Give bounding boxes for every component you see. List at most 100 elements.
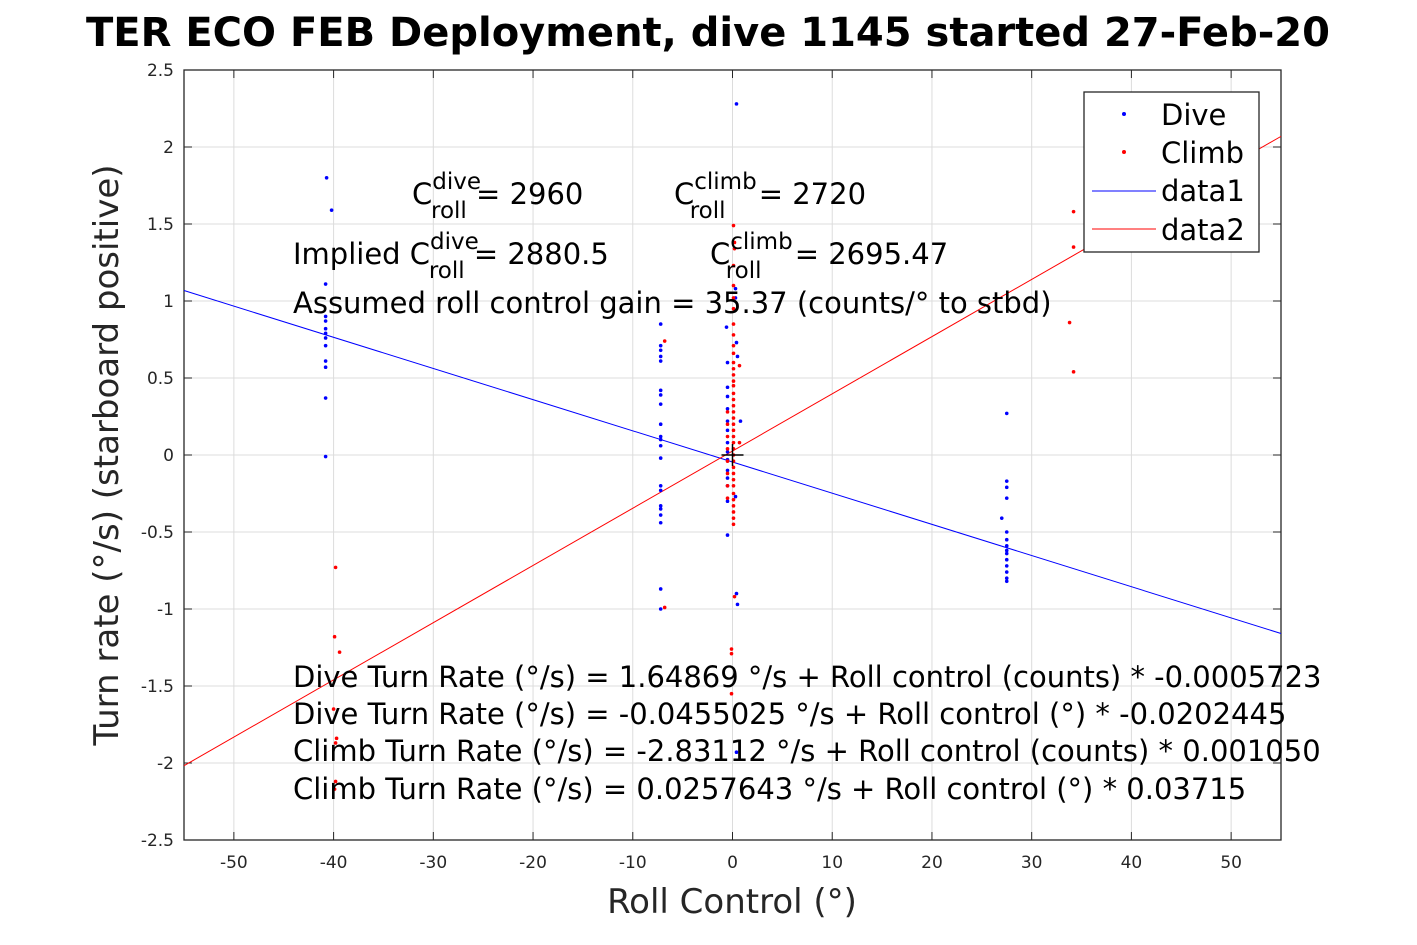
- legend-label-dive: Dive: [1161, 98, 1226, 132]
- dive-point: [1004, 537, 1009, 542]
- dive-point: [738, 419, 743, 423]
- dive-point: [658, 343, 663, 348]
- gain-annotation: Assumed roll control gain = 35.37 (count…: [293, 286, 1052, 320]
- dive-point: [323, 396, 328, 400]
- x-tick-label: -40: [320, 853, 348, 873]
- y-tick-label: 0: [163, 446, 174, 466]
- climb-point: [731, 397, 736, 402]
- climb-point: [731, 491, 736, 496]
- dive-point: [725, 450, 730, 454]
- climb-point: [731, 360, 736, 365]
- climb-point: [725, 484, 730, 488]
- climb-point: [725, 422, 730, 427]
- climb-point: [332, 787, 337, 791]
- climb-point: [337, 650, 342, 654]
- c-climb-annotation: Cclimb roll = 2720: [674, 169, 866, 224]
- climb-point: [333, 779, 338, 784]
- dive-point: [1004, 551, 1009, 556]
- climb-point: [333, 741, 338, 745]
- dive-point: [323, 326, 328, 331]
- legend-label-climb: Climb: [1161, 136, 1244, 170]
- dive-point: [323, 336, 328, 340]
- legend: Dive Climb data1 data2: [1083, 91, 1260, 253]
- dive-point: [658, 437, 663, 442]
- y-tick-label: 2.5: [147, 61, 174, 81]
- x-tick-label: -20: [519, 853, 547, 873]
- climb-point: [731, 465, 736, 470]
- dive-point: [658, 422, 663, 427]
- dive-point: [1004, 557, 1009, 562]
- fit-equation-3: Climb Turn Rate (°/s) = -2.83112 °/s + R…: [293, 734, 1321, 768]
- x-tick-label: -50: [220, 853, 248, 873]
- implied-climb-annotation: Cclimb roll = 2695.47: [710, 229, 948, 284]
- climb-point: [725, 434, 730, 439]
- climb-point: [1067, 320, 1072, 325]
- climb-point: [731, 440, 736, 445]
- climb-point: [731, 366, 736, 371]
- dive-point: [658, 388, 663, 393]
- climb-point: [731, 403, 736, 408]
- fit-equations: Dive Turn Rate (°/s) = 1.64869 °/s + Rol…: [293, 660, 1321, 806]
- dive-point: [733, 286, 738, 291]
- dive-point: [658, 456, 663, 460]
- fit-equation-4: Climb Turn Rate (°/s) = 0.0257643 °/s + …: [293, 772, 1246, 806]
- climb-point: [725, 410, 730, 414]
- climb-point: [731, 428, 736, 433]
- x-tick-label: 10: [821, 853, 843, 873]
- fit-equation-2: Dive Turn Rate (°/s) = -0.0455025 °/s + …: [293, 697, 1286, 731]
- dive-point: [734, 750, 739, 755]
- climb-point: [332, 634, 337, 639]
- dive-point: [1004, 576, 1009, 580]
- dive-point: [1004, 411, 1009, 416]
- chart-title: TER ECO FEB Deployment, dive 1145 starte…: [86, 10, 1330, 56]
- dive-point: [724, 325, 729, 329]
- y-tick-label: -2.5: [141, 831, 174, 851]
- dive-point: [658, 322, 663, 326]
- dive-point: [658, 507, 663, 511]
- dive-point: [323, 282, 328, 286]
- legend-box: [1083, 91, 1260, 253]
- climb-point: [737, 440, 742, 445]
- climb-point: [729, 651, 734, 656]
- climb-point: [732, 594, 737, 599]
- climb-point: [731, 391, 736, 396]
- climb-point: [725, 471, 730, 476]
- x-tick-label: -10: [619, 853, 647, 873]
- x-axis-label: Roll Control (°): [607, 882, 857, 922]
- x-tick-label: 30: [1021, 853, 1043, 873]
- dive-point: [1004, 479, 1009, 483]
- dive-point: [725, 419, 730, 423]
- climb-point: [737, 363, 742, 368]
- dive-point: [323, 331, 328, 336]
- dive-point: [323, 359, 328, 363]
- climb-point: [334, 736, 339, 741]
- dive-point: [658, 504, 663, 508]
- climb-point: [662, 339, 667, 343]
- dive-point: [1004, 564, 1009, 568]
- fit-equation-1: Dive Turn Rate (°/s) = 1.64869 °/s + Rol…: [293, 660, 1321, 694]
- dive-point: [1004, 496, 1009, 500]
- dive-point: [725, 468, 730, 473]
- legend-marker-dive: [1122, 112, 1126, 116]
- implied-dive-annotation: Implied Cdive roll = 2880.5: [293, 229, 609, 284]
- dive-point: [725, 407, 730, 411]
- dive-point: [725, 394, 730, 399]
- climb-point: [731, 504, 736, 508]
- climb-point: [731, 296, 736, 300]
- climb-point: [732, 240, 737, 245]
- dive-point: [658, 607, 663, 611]
- dive-point: [1004, 579, 1009, 584]
- climb-point: [731, 383, 736, 388]
- dive-point: [735, 354, 740, 359]
- dive-point: [1004, 548, 1009, 553]
- climb-point: [725, 447, 730, 451]
- coefficient-annotations: Cdive roll = 2960 Cclimb roll = 2720 Impli…: [293, 169, 1052, 320]
- legend-label-data1: data1: [1161, 174, 1245, 208]
- dive-point: [329, 208, 334, 212]
- dive-point: [725, 533, 730, 537]
- dive-point: [1004, 544, 1009, 548]
- climb-point: [731, 223, 736, 228]
- climb-point: [731, 343, 736, 348]
- dive-point: [658, 587, 663, 591]
